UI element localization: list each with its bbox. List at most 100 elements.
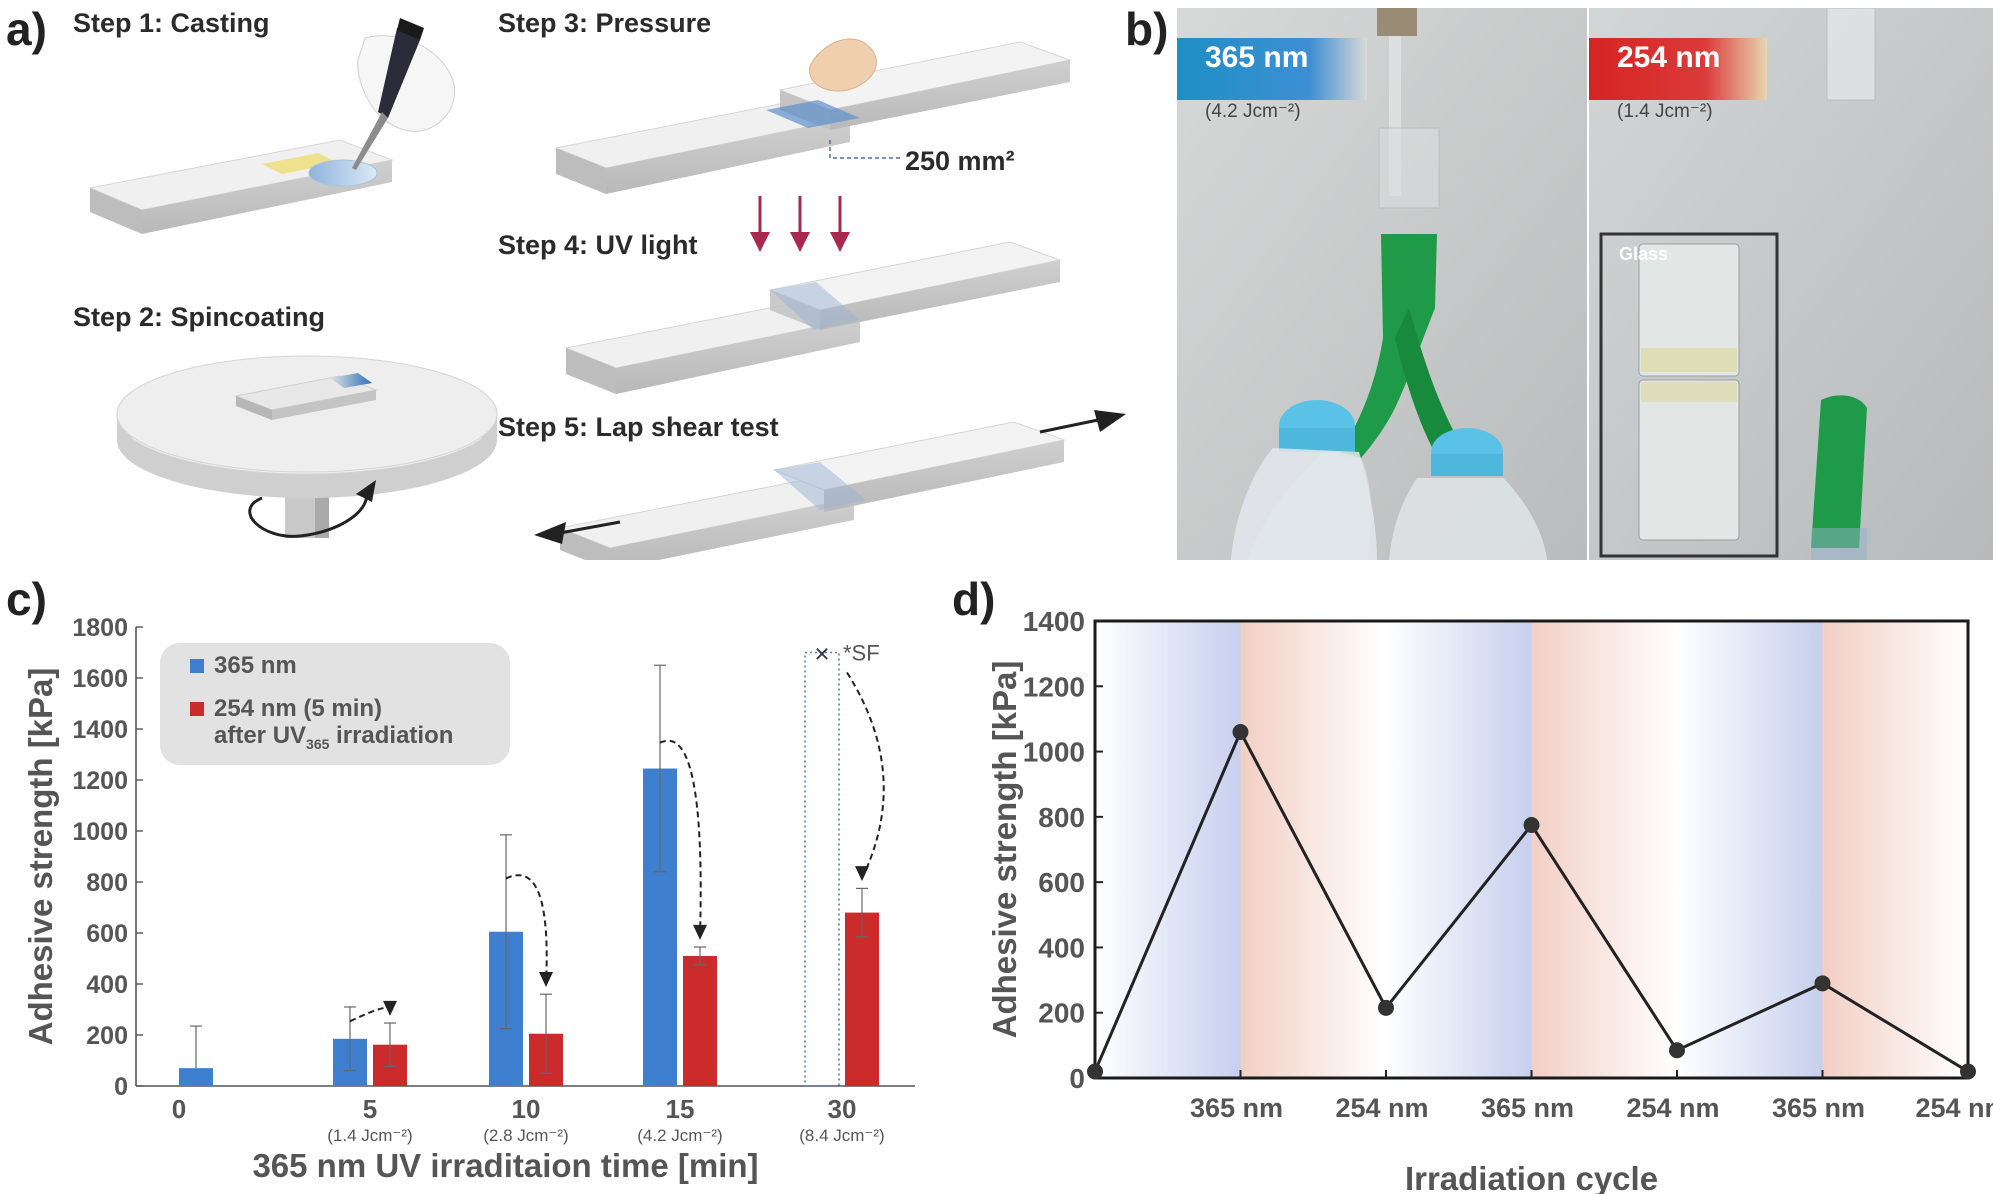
step-5-label: Step 5: Lap shear test [498, 412, 779, 442]
x-tick-label: 5 [363, 1094, 377, 1124]
transition-arrowhead [383, 1000, 397, 1016]
x-tick-label: 10 [512, 1094, 541, 1124]
legend-swatch-254nm [190, 702, 204, 716]
y-tick-label: 0 [114, 1073, 128, 1101]
step1-slide [88, 139, 394, 234]
glass-inset-label: Glass [1619, 244, 1669, 264]
band-365nm [1386, 621, 1532, 1078]
transition-arrowhead [693, 924, 707, 940]
data-point [1087, 1063, 1103, 1080]
step-2-label: Step 2: Spincoating [73, 302, 326, 332]
data-point [1378, 999, 1394, 1016]
y-tick-label: 1200 [72, 767, 128, 795]
panel-letter-d: d) [952, 573, 996, 625]
spincoater [116, 355, 498, 538]
step5-slides [534, 410, 1126, 560]
sample-failure-annotation: *SF [843, 641, 880, 666]
x-tick-sublabel: (1.4 Jcm⁻²) [327, 1126, 412, 1145]
legend-label-254nm: 254 nm (5 min) [214, 695, 382, 722]
y-tick-label: 800 [86, 869, 128, 897]
pipette-hand-icon [352, 18, 456, 170]
panel-letter-c: c) [6, 573, 47, 625]
band-254nm [1240, 621, 1386, 1078]
x-axis-title: 365 nm UV irraditaion time [min] [252, 1147, 758, 1184]
y-tick-label: 0 [1069, 1063, 1085, 1094]
x-tick-label: 365 nm [1772, 1093, 1865, 1123]
photo-right-dose: (1.4 Jcm⁻²) [1617, 101, 1713, 122]
band-254nm [1531, 621, 1677, 1078]
bar-365nm [179, 1068, 213, 1086]
data-point [1814, 975, 1831, 992]
y-tick-label: 1200 [1023, 671, 1085, 702]
transition-arrowhead [539, 972, 553, 987]
x-tick-sublabel: (2.8 Jcm⁻²) [483, 1126, 568, 1145]
y-tick-label: 1400 [1023, 606, 1085, 637]
y-tick-label: 1000 [1023, 737, 1085, 768]
bar-254nm [845, 912, 879, 1086]
data-point [1669, 1042, 1685, 1059]
panel-letter-b: b) [1125, 3, 1169, 55]
transition-arrow [659, 739, 702, 937]
legend-box [160, 643, 510, 765]
y-tick-label: 200 [86, 1022, 128, 1050]
y-axis-title: Adhesive strength [kPa] [986, 661, 1023, 1039]
y-tick-label: 200 [1038, 998, 1085, 1029]
failed-sample-marker: × [814, 639, 829, 669]
transition-arrow [349, 1006, 392, 1023]
step-4-label: Step 4: UV light [498, 230, 698, 260]
band-365nm [1095, 621, 1241, 1078]
bar-254nm [683, 955, 717, 1086]
panel-letter-a: a) [6, 3, 47, 55]
y-tick-label: 1800 [72, 614, 128, 642]
transition-arrow [846, 671, 885, 879]
y-tick-label: 800 [1038, 802, 1085, 833]
x-tick-label: 365 nm [1481, 1093, 1574, 1123]
data-point [1232, 723, 1249, 740]
photo-365nm: 365 nm (4.2 Jcm⁻²) [1177, 8, 1587, 560]
legend: 365 nm 254 nm (5 min)after UV365 irradiat… [160, 643, 510, 765]
x-tick-label: 15 [666, 1094, 695, 1124]
x-tick-label: 0 [172, 1094, 186, 1124]
area-label: 250 mm² [905, 146, 1015, 176]
x-tick-label: 254 nm [1335, 1093, 1428, 1123]
photo-254nm: 254 nm (1.4 Jcm⁻²) Glass [1589, 8, 1993, 560]
legend-swatch-365nm [190, 659, 204, 673]
bar-chart: 0 200 400 600 800 1000 1200 1400 1600 1800 Adhesiv… [22, 614, 915, 1184]
band-365nm [1677, 621, 1823, 1078]
uv-arrows-icon [750, 196, 850, 252]
y-axis-title: Adhesive strength [kPa] [22, 668, 59, 1046]
schematic-drawing [88, 18, 1126, 560]
y-tick-label: 600 [86, 920, 128, 948]
failed-sample-outline [804, 651, 840, 1087]
legend-label-254nm-line2-end: irradiation [329, 722, 453, 749]
step-3-label: Step 3: Pressure [498, 8, 712, 38]
transition-arrow [505, 874, 548, 985]
legend-subscript: 365 [306, 736, 330, 752]
x-tick-label: 30 [828, 1094, 857, 1124]
y-tick-label: 600 [1038, 867, 1085, 898]
x-tick-sublabel: (4.2 Jcm⁻²) [637, 1126, 722, 1145]
band-254nm [1822, 621, 1968, 1078]
legend-label-365nm: 365 nm [214, 652, 297, 679]
transition-arrowhead [855, 866, 869, 882]
x-axis-title: Irradiation cycle [1405, 1160, 1658, 1194]
x-tick-label: 254 nm [1915, 1093, 1993, 1123]
legend-label-254nm-line2: after UV365 irradiation [214, 722, 453, 752]
step3-slides [554, 38, 1072, 194]
data-point [1523, 817, 1540, 834]
y-tick-label: 1400 [72, 716, 128, 744]
photo-left-dose: (4.2 Jcm⁻²) [1205, 101, 1301, 122]
step4-slides [564, 241, 1062, 394]
data-point [1960, 1063, 1976, 1080]
x-tick-label: 365 nm [1190, 1093, 1283, 1123]
x-tick-sublabel: (8.4 Jcm⁻²) [799, 1126, 884, 1145]
y-tick-label: 1000 [72, 818, 128, 846]
y-tick-label: 1600 [72, 665, 128, 693]
photo-left-label: 365 nm [1205, 41, 1309, 74]
y-tick-label: 400 [1038, 932, 1085, 963]
y-tick-label: 400 [86, 971, 128, 999]
photo-right-label: 254 nm [1617, 41, 1721, 74]
step-1-label: Step 1: Casting [73, 8, 270, 38]
x-tick-label: 254 nm [1626, 1093, 1719, 1123]
